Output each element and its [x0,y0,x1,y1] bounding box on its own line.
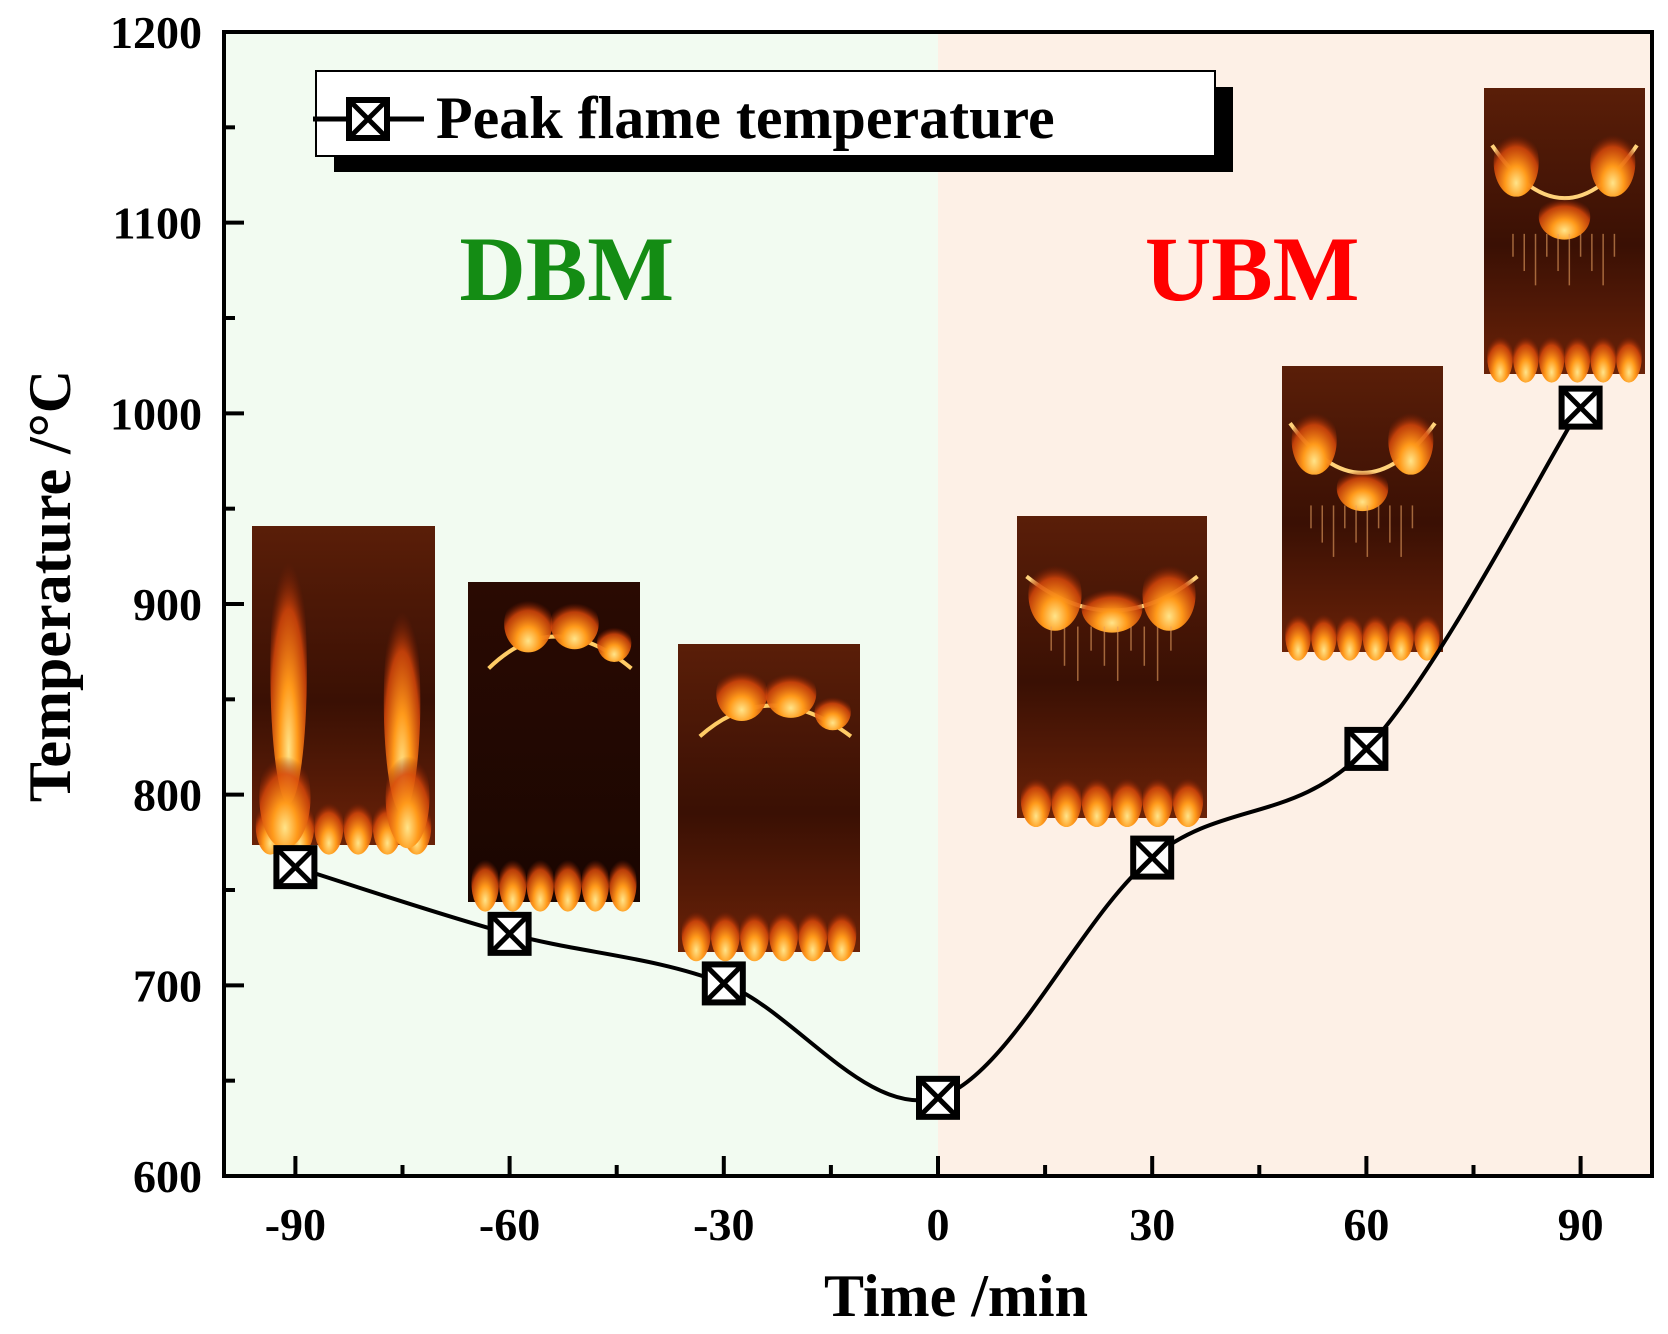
pool-flame [498,854,527,912]
arch-flame [716,665,768,722]
wall-flame [259,746,311,849]
curve-flame [1590,128,1636,197]
x-tick-label: 60 [1343,1199,1389,1250]
pool-flame [710,905,740,962]
data-point-marker [487,911,532,956]
pool-flame [1020,772,1052,828]
marker-cross [1131,836,1173,879]
region-label-dbm: DBM [459,218,674,320]
marker-cross [703,962,745,1005]
y-tick-label: 600 [133,1151,202,1202]
pool-flame [1538,331,1565,383]
marker-cross [274,846,317,888]
arch-flame [597,623,632,662]
x-tick-label: -60 [479,1199,540,1250]
curve-flame [1493,128,1539,197]
y-tick-label: 1200 [110,7,202,58]
pool-flame [1362,609,1389,661]
x-tick-label: -90 [265,1199,326,1250]
legend-box [315,70,1216,157]
pool-flame [1388,609,1415,661]
marker-cross [1559,386,1602,429]
pool-flame [609,854,637,912]
pool-flame [681,905,711,962]
data-point-marker [1344,726,1389,771]
marker-cross [1345,728,1388,770]
pool-flame [471,854,499,912]
flame-photo-2 [468,582,640,912]
curve-flame [1028,558,1082,631]
y-tick-label: 1000 [110,388,202,439]
x-axis-title: Time /min [824,1263,1088,1329]
arch-flame [550,598,599,650]
curve-flame [1538,193,1591,240]
curve-flame [1081,584,1143,633]
curve-flame [1336,465,1389,512]
x-tick-label: -30 [693,1199,754,1250]
flame-photo-6 [1484,88,1645,383]
pool-flame [739,905,769,962]
y-axis-title: Temperature /°C [17,370,83,802]
data-point-marker [1130,835,1175,880]
pool-flame [1172,772,1204,828]
pool-flame [1564,331,1591,383]
arch-flame [504,594,553,653]
y-tick-label: 900 [133,579,202,630]
curve-flame [1291,406,1337,475]
legend-label: Peak flame temperature [436,85,1055,151]
y-tick-label: 700 [133,960,202,1011]
pool-flame [526,854,554,912]
pool-flame [1142,772,1173,828]
arch-flame [814,693,851,731]
pool-flame [314,797,344,855]
pool-flame [1590,331,1617,383]
data-point-marker [916,1075,960,1120]
pool-flame [1487,331,1513,383]
flame-photo-5 [1282,366,1443,661]
y-tick-label: 800 [133,770,202,821]
legend-marker-cross [347,98,389,140]
pool-flame [769,905,799,962]
curve-flame [1142,558,1196,631]
y-tick-label: 1100 [113,198,202,249]
pool-flame [827,905,857,962]
curve-flame [1388,406,1434,475]
data-point-marker [1558,385,1603,430]
legend: Peak flame temperature [313,70,1233,172]
data-point-marker [273,845,318,890]
pool-flame [1112,772,1143,828]
pool-flame [1512,331,1539,383]
region-label-ubm: UBM [1145,218,1360,320]
marker-cross [488,913,531,955]
pool-flame [1616,331,1642,383]
x-tick-label: 90 [1558,1199,1604,1250]
pool-flame [1414,609,1440,661]
wall-flame [270,535,307,804]
pool-flame [581,854,610,912]
flame-photo-1 [252,526,435,855]
pool-flame [343,797,373,855]
marker-cross [917,1077,959,1119]
pool-flame [1051,772,1082,828]
pool-flame [1081,772,1113,828]
pool-flame [1336,609,1363,661]
pool-flame [1310,609,1337,661]
pool-flame [554,854,582,912]
pool-flame [1285,609,1311,661]
x-tick-label: 30 [1129,1199,1175,1250]
wall-flame [385,746,430,849]
x-tick-label: 0 [927,1199,950,1250]
data-point-marker [701,961,746,1006]
arch-flame [765,668,817,718]
flame-photo-4 [1017,516,1207,828]
flame-photo-3 [678,644,860,962]
pool-flame [798,905,828,962]
